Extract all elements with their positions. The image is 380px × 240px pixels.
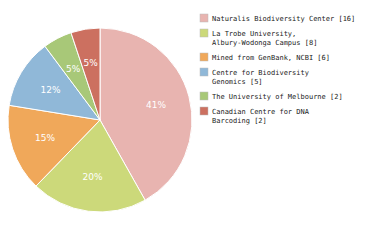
legend-label-line: The University of Melbourne [2] xyxy=(212,93,343,101)
data-label: 15% xyxy=(35,133,55,143)
legend-swatch xyxy=(200,53,208,61)
chart-container: 41% 20% 15% 12% 5%5% Naturalis Biodiversity C… xyxy=(0,0,380,240)
legend-label: The University of Melbourne [2] xyxy=(212,93,343,101)
legend-swatch xyxy=(200,68,208,76)
legend-label-line: La Trobe University, xyxy=(212,30,296,38)
legend-item: La Trobe University,Albury-Wodonga Campu… xyxy=(200,29,317,47)
data-label: 12% xyxy=(40,85,60,95)
legend-label: Centre for BiodiversityGenomics [5] xyxy=(212,69,309,86)
legend-label: Canadian Centre for DNABarcoding [2] xyxy=(212,108,310,125)
legend-label-line: Genomics [5] xyxy=(212,78,263,86)
chart-svg: 41% 20% 15% 12% 5%5% Naturalis Biodiversity C… xyxy=(0,0,380,240)
pie xyxy=(8,28,192,212)
data-label: 5% xyxy=(66,64,81,74)
legend-item: Naturalis Biodiversity Center [16] xyxy=(200,14,355,23)
data-label: 41% xyxy=(146,100,166,110)
data-label: 20% xyxy=(83,172,103,182)
data-labels: 41% 20% 15% 12% 5%5% xyxy=(35,58,167,183)
legend-item: Canadian Centre for DNABarcoding [2] xyxy=(200,107,310,125)
legend-label-line: Centre for Biodiversity xyxy=(212,69,309,77)
legend: Naturalis Biodiversity Center [16] La Tro… xyxy=(200,14,355,125)
legend-label: La Trobe University,Albury-Wodonga Campu… xyxy=(212,30,317,47)
legend-swatch xyxy=(200,29,208,37)
legend-label-line: Mined from GenBank, NCBI [6] xyxy=(212,54,330,62)
legend-label-line: Barcoding [2] xyxy=(212,117,267,125)
legend-item: Mined from GenBank, NCBI [6] xyxy=(200,53,330,62)
legend-swatch xyxy=(200,14,208,22)
data-label: 5% xyxy=(84,58,99,68)
legend-label: Naturalis Biodiversity Center [16] xyxy=(212,15,355,23)
legend-swatch xyxy=(200,107,208,115)
legend-swatch xyxy=(200,92,208,100)
legend-label-line: Albury-Wodonga Campus [8] xyxy=(212,39,317,47)
pie-slice xyxy=(71,28,100,120)
legend-label-line: Naturalis Biodiversity Center [16] xyxy=(212,15,355,23)
legend-label-line: Canadian Centre for DNA xyxy=(212,108,310,116)
legend-item: Centre for BiodiversityGenomics [5] xyxy=(200,68,309,86)
legend-item: The University of Melbourne [2] xyxy=(200,92,343,101)
legend-label: Mined from GenBank, NCBI [6] xyxy=(212,54,330,62)
